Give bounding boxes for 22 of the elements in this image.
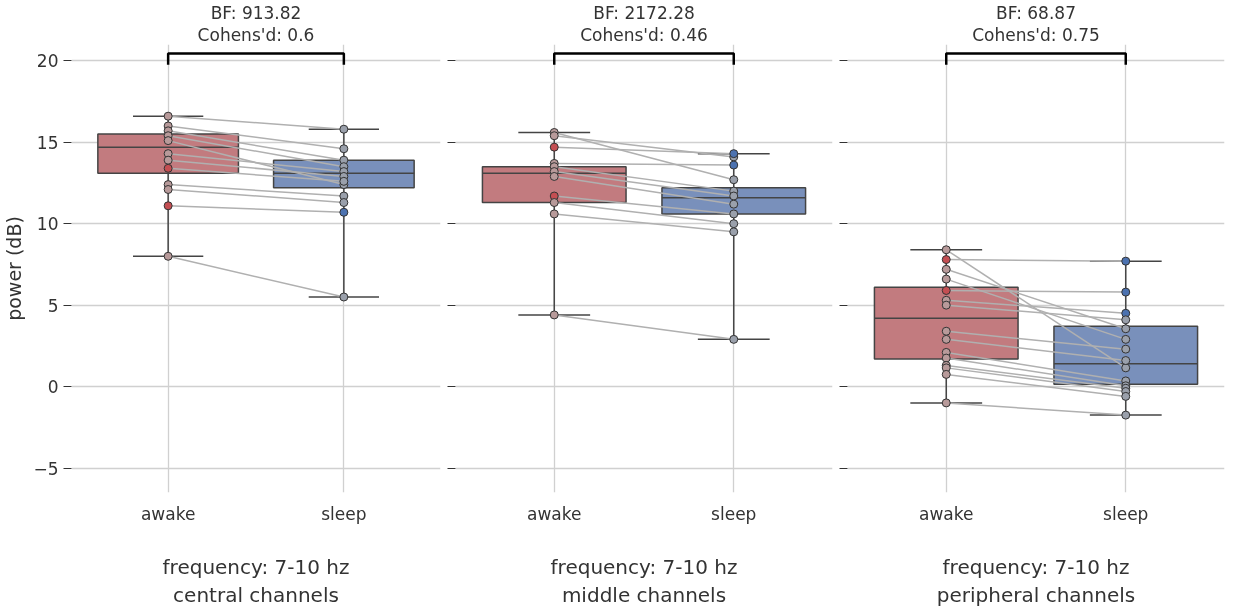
y-tick-label: 5: [47, 295, 59, 316]
x-tick-label: sleep: [1103, 503, 1149, 524]
x-axis-title: frequency: 7-10 hz central channels: [162, 554, 350, 608]
x-tick-label: awake: [919, 503, 974, 524]
y-tick-label: 15: [36, 132, 59, 153]
y-tick-label: 0: [47, 377, 59, 398]
annotation: Cohens'd: 0.6: [197, 24, 315, 45]
x-axis-title: frequency: 7-10 hz middle channels: [550, 554, 738, 608]
y-tick-label: −5: [33, 458, 59, 479]
x-tick-label: awake: [140, 503, 196, 524]
annotation: Cohens'd: 0.75: [972, 24, 1100, 45]
y-axis-title: power (dB): [3, 216, 26, 321]
text: BF: 68.87: [996, 2, 1076, 23]
y-tick-label: 10: [36, 214, 59, 235]
x-tick-label: sleep: [321, 503, 367, 524]
x-axis-title: frequency: 7-10 hz peripheral channels: [936, 554, 1136, 608]
annotation: Cohens'd: 0.46: [580, 24, 708, 45]
text: BF: 913.82: [210, 2, 302, 23]
y-tick-label: 20: [36, 51, 59, 72]
x-tick-label: awake: [527, 503, 582, 524]
x-tick-label: sleep: [711, 503, 757, 524]
text: BF: 2172.28: [593, 2, 695, 23]
